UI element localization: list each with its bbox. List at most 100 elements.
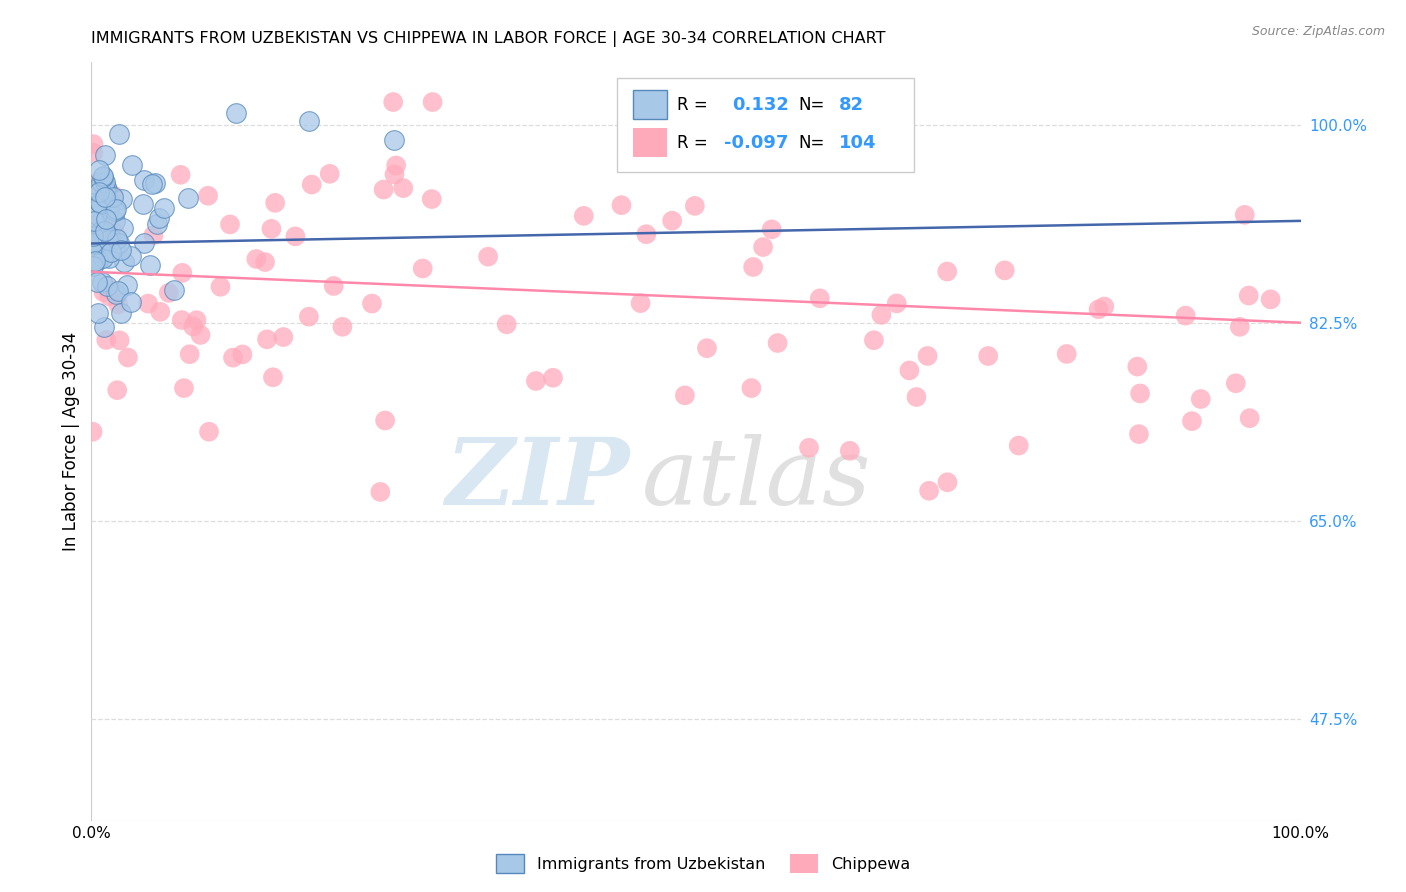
Point bbox=[103, 189, 125, 203]
Point bbox=[936, 264, 959, 278]
FancyBboxPatch shape bbox=[633, 90, 666, 120]
Point bbox=[298, 114, 321, 128]
Point bbox=[90, 197, 112, 211]
Point bbox=[273, 330, 295, 344]
Point bbox=[370, 484, 392, 499]
Point bbox=[86, 250, 108, 264]
Point bbox=[110, 243, 132, 257]
Point bbox=[104, 214, 127, 228]
Point bbox=[97, 251, 120, 265]
Point bbox=[422, 95, 444, 109]
Point bbox=[94, 147, 117, 161]
Point bbox=[477, 250, 499, 264]
Point bbox=[94, 225, 117, 239]
Point bbox=[898, 363, 921, 377]
Point bbox=[105, 383, 128, 397]
Point bbox=[1128, 427, 1150, 442]
Point bbox=[231, 347, 253, 361]
Text: IMMIGRANTS FROM UZBEKISTAN VS CHIPPEWA IN LABOR FORCE | AGE 30-34 CORRELATION CH: IMMIGRANTS FROM UZBEKISTAN VS CHIPPEWA I… bbox=[91, 31, 886, 47]
Point bbox=[319, 167, 342, 181]
Point bbox=[100, 245, 122, 260]
Point bbox=[86, 209, 108, 223]
Point bbox=[1092, 300, 1115, 314]
Point bbox=[264, 195, 287, 210]
Point bbox=[673, 388, 696, 402]
Point bbox=[936, 475, 959, 490]
Point bbox=[222, 351, 245, 365]
Point bbox=[797, 441, 820, 455]
Legend: Immigrants from Uzbekistan, Chippewa: Immigrants from Uzbekistan, Chippewa bbox=[489, 847, 917, 880]
Point bbox=[105, 231, 128, 245]
Point bbox=[1237, 288, 1260, 302]
Point bbox=[495, 318, 517, 332]
Point bbox=[1239, 411, 1261, 425]
FancyBboxPatch shape bbox=[617, 78, 914, 172]
Point bbox=[107, 284, 129, 298]
Point bbox=[661, 213, 683, 227]
Point bbox=[1056, 347, 1078, 361]
Point bbox=[83, 214, 105, 228]
Point bbox=[93, 235, 115, 249]
Point bbox=[740, 381, 762, 395]
Point bbox=[1174, 309, 1197, 323]
Point bbox=[94, 189, 117, 203]
Point bbox=[101, 284, 124, 298]
Point bbox=[254, 255, 277, 269]
Point bbox=[1189, 392, 1212, 406]
Text: 104: 104 bbox=[838, 134, 876, 152]
Text: 0.132: 0.132 bbox=[733, 96, 789, 114]
Point bbox=[89, 162, 111, 177]
Point bbox=[93, 227, 115, 241]
Point bbox=[82, 246, 104, 260]
Point bbox=[284, 229, 307, 244]
Point bbox=[332, 319, 354, 334]
Point bbox=[181, 319, 204, 334]
Point bbox=[298, 310, 321, 324]
Point bbox=[1129, 386, 1152, 401]
Point bbox=[752, 240, 775, 254]
Point bbox=[96, 180, 118, 194]
Point bbox=[392, 181, 415, 195]
Point bbox=[105, 202, 128, 216]
Point bbox=[412, 261, 434, 276]
Point bbox=[245, 252, 267, 266]
Point bbox=[163, 283, 186, 297]
Point bbox=[87, 216, 110, 230]
Point bbox=[886, 296, 908, 310]
Text: atlas: atlas bbox=[641, 434, 872, 524]
Point bbox=[87, 306, 110, 320]
Point bbox=[107, 297, 129, 311]
Point bbox=[115, 277, 138, 292]
Point bbox=[91, 251, 114, 265]
Point bbox=[82, 196, 104, 211]
Point bbox=[373, 182, 395, 196]
Text: R =: R = bbox=[676, 134, 707, 152]
Point bbox=[90, 244, 112, 259]
Point bbox=[374, 413, 396, 427]
Point bbox=[93, 183, 115, 197]
Point bbox=[153, 202, 176, 216]
Point bbox=[112, 254, 135, 268]
Point bbox=[84, 236, 107, 251]
Point bbox=[82, 259, 104, 273]
Point bbox=[610, 198, 633, 212]
Point bbox=[138, 259, 160, 273]
Point bbox=[110, 193, 132, 207]
Point bbox=[524, 374, 547, 388]
Point bbox=[82, 145, 104, 160]
Point bbox=[766, 336, 789, 351]
Point bbox=[696, 341, 718, 355]
FancyBboxPatch shape bbox=[633, 128, 666, 157]
Point bbox=[94, 212, 117, 227]
Point bbox=[121, 158, 143, 172]
Text: Source: ZipAtlas.com: Source: ZipAtlas.com bbox=[1251, 25, 1385, 38]
Point bbox=[1229, 319, 1251, 334]
Point bbox=[630, 296, 652, 310]
Point bbox=[420, 192, 443, 206]
Point bbox=[94, 224, 117, 238]
Point bbox=[89, 185, 111, 199]
Text: N=: N= bbox=[799, 134, 825, 152]
Point bbox=[179, 347, 201, 361]
Point bbox=[94, 175, 117, 189]
Text: -0.097: -0.097 bbox=[724, 134, 789, 152]
